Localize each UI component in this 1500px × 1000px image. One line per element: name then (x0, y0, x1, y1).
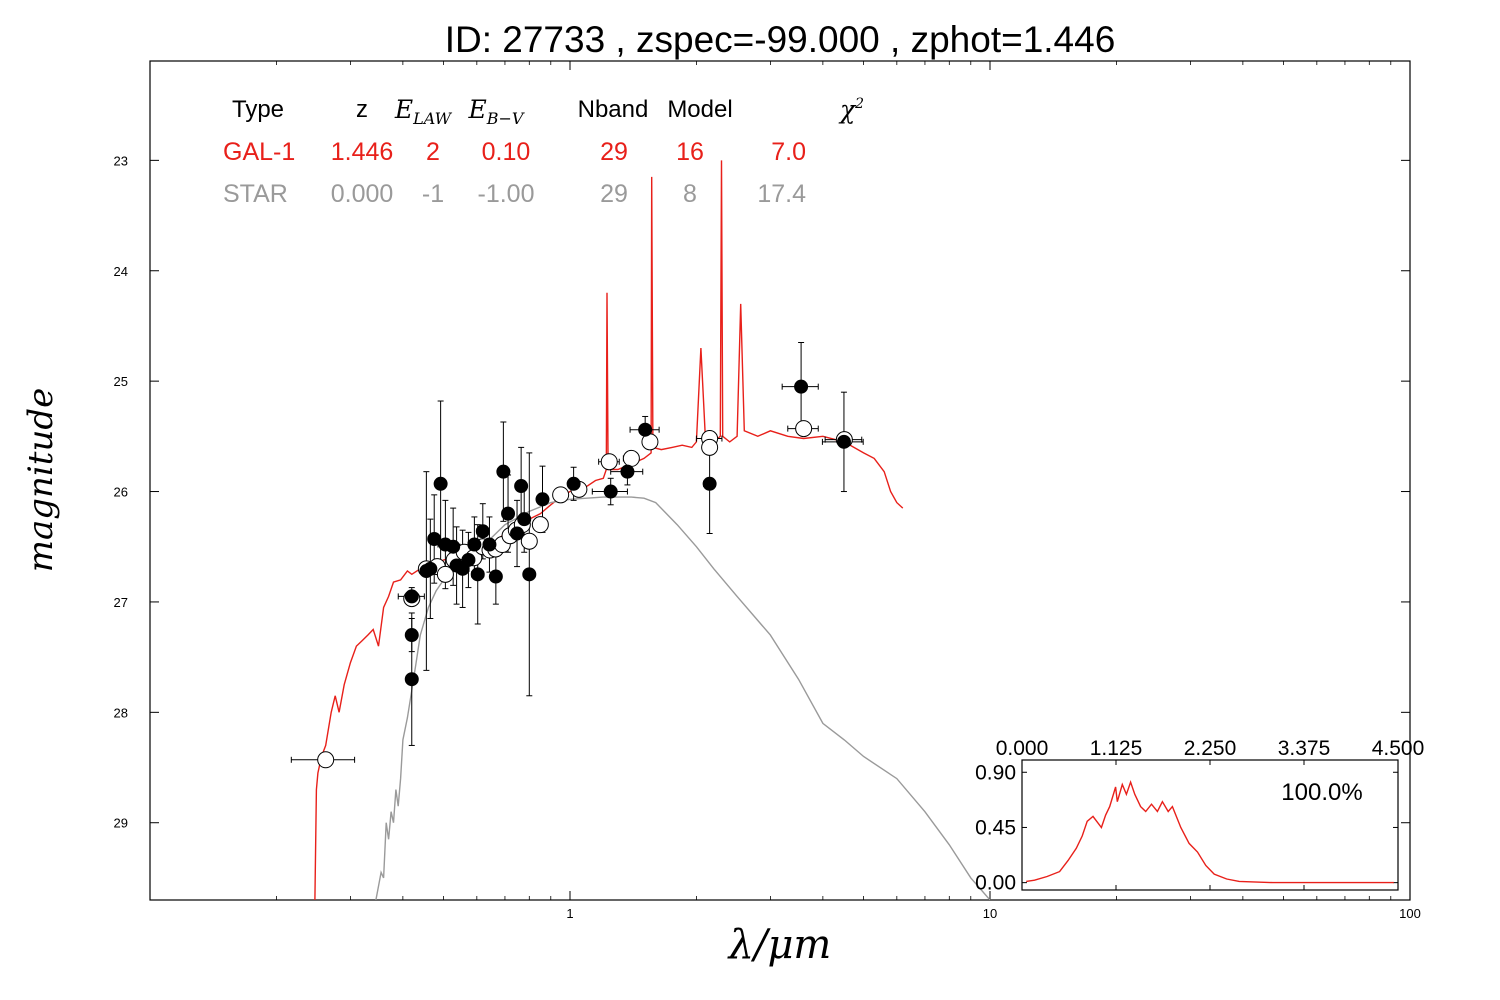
spectrum-star (375, 496, 991, 900)
fit-info-table: Type z ELAW EB−V Nband Model χ2 GAL-1 1.446 2 0.10… (223, 95, 864, 208)
model-magnitude-point (795, 420, 813, 438)
table-header-nband: Nband (578, 96, 649, 123)
table-cell-gal-1: 16 (676, 138, 704, 166)
observed-magnitude-point (433, 476, 448, 491)
observed-magnitude-point (638, 422, 653, 437)
observed-magnitude-point (522, 567, 537, 582)
y-tick-label: 23 (114, 153, 128, 168)
observed-magnitude-point (514, 479, 529, 494)
inset-y-tick-label: 0.00 (975, 872, 1016, 895)
observed-magnitude-point (404, 589, 419, 604)
inset-y-tick-label: 0.45 (975, 816, 1016, 839)
y-tick-label: 27 (114, 595, 128, 610)
table-header-chi2: χ2 (838, 95, 864, 124)
table-cell-gal-1: 7.0 (771, 138, 806, 166)
observed-magnitude-point (467, 537, 482, 552)
observed-magnitude-point (482, 537, 497, 552)
y-tick-label: 28 (114, 705, 128, 720)
inset-y-tick-label: 0.90 (975, 761, 1016, 784)
observed-magnitude-point (535, 492, 550, 507)
observed-magnitude-point (427, 532, 442, 547)
observed-magnitude-point (423, 561, 438, 576)
table-cell-gal-1: 2 (426, 138, 440, 166)
table-cell-star: STAR (223, 180, 288, 208)
table-cell-gal-1: 0.10 (482, 138, 531, 166)
table-header-model: Model (667, 96, 732, 123)
observed-magnitude-point (517, 512, 532, 527)
y-tick-label: 24 (114, 264, 128, 279)
inset-x-tick-label: 3.375 (1278, 737, 1331, 760)
table-cell-star: 29 (600, 180, 628, 208)
plot-frame (149, 60, 1411, 901)
table-cell-star: 8 (683, 180, 697, 208)
inset-x-tick-label: 1.125 (1090, 737, 1143, 760)
table-header-3: EB−V (468, 95, 525, 128)
redshift-pdf-inset: 0.000 1.125 2.250 3.375 4.500 0.90 0.45 0.00 100… (975, 737, 1424, 895)
observed-magnitude-point (620, 464, 635, 479)
observed-magnitude-point (496, 464, 511, 479)
y-axis-label: magnitude (21, 388, 61, 573)
inset-frame (1021, 759, 1399, 891)
table-cell-gal-1: 29 (600, 138, 628, 166)
model-magnitude-point (600, 453, 618, 471)
model-magnitude-point (701, 438, 719, 456)
observed-magnitude-point (510, 526, 525, 541)
y-tick-label: 25 (114, 374, 128, 389)
x-tick-label: 1 (566, 906, 573, 921)
inset-pdf-curve (1026, 779, 1394, 884)
x-tick-label: 100 (1399, 906, 1421, 921)
plot-data (290, 160, 991, 900)
observed-magnitude-point (836, 434, 851, 449)
observed-magnitude-point (404, 628, 419, 643)
observed-magnitude-point (446, 539, 461, 554)
inset-x-tick-label: 0.000 (996, 737, 1049, 760)
table-header-z: z (356, 96, 368, 123)
inset-x-tick-label: 4.500 (1372, 737, 1425, 760)
observed-magnitude-point (461, 552, 476, 567)
table-header-2: ELAW (394, 95, 453, 128)
observed-magnitude-point (404, 672, 419, 687)
table-cell-star: 17.4 (757, 180, 806, 208)
table-cell-gal-1: GAL-1 (223, 138, 295, 166)
y-tick-label: 26 (114, 485, 128, 500)
table-cell-star: -1 (422, 180, 444, 208)
table-cell-gal-1: 1.446 (331, 138, 394, 166)
x-tick-label: 10 (983, 906, 997, 921)
observed-magnitude-point (566, 476, 581, 491)
model-magnitude-point (436, 565, 454, 583)
model-magnitude-point (622, 449, 640, 467)
table-header-type: Type (232, 96, 284, 123)
inset-x-tick-label: 2.250 (1184, 737, 1237, 760)
observed-magnitude-point (603, 484, 618, 499)
observed-magnitude-point (501, 506, 516, 521)
model-magnitude-point (317, 751, 335, 769)
observed-magnitude-point (475, 524, 490, 539)
x-axis-label: λ/μm (727, 922, 832, 968)
inset-annotation: 100.0% (1281, 779, 1362, 806)
model-magnitude-point (552, 486, 570, 504)
chart-title: ID: 27733 , zspec=-99.000 , zphot=1.446 (445, 19, 1116, 60)
observed-magnitude-point (470, 567, 485, 582)
observed-magnitude-point (794, 379, 809, 394)
model-magnitude-point (520, 532, 538, 550)
table-cell-star: 0.000 (331, 180, 394, 208)
observed-magnitude-point (488, 569, 503, 584)
spectrum-gal-1 (314, 160, 904, 900)
y-tick-label: 29 (114, 816, 128, 831)
table-cell-star: -1.00 (478, 180, 535, 208)
observed-magnitude-point (702, 476, 717, 491)
model-magnitude-point (531, 516, 549, 534)
